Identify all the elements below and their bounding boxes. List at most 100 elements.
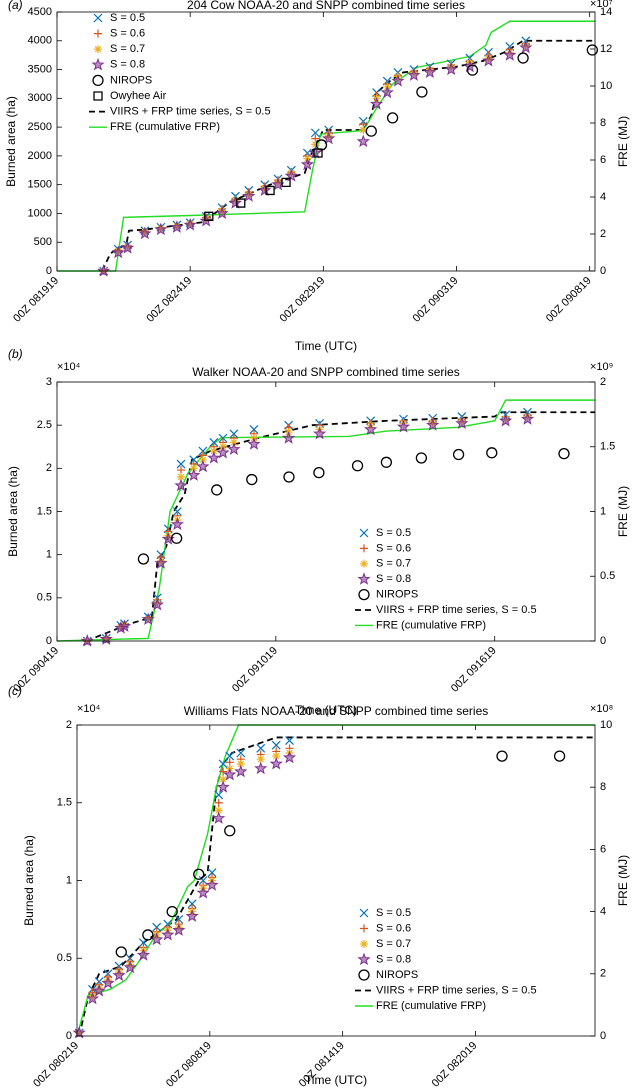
y2-tick-label: 2: [600, 376, 606, 388]
data-point: [256, 743, 266, 753]
x-tick-label: 00Z 080819: [164, 1040, 214, 1090]
data-point: [365, 125, 377, 137]
data-point: [150, 597, 164, 611]
y-tick-label: 0: [46, 265, 52, 277]
legend-swatch: [359, 908, 369, 918]
y2-tick-label: 6: [600, 154, 606, 166]
data-point: [300, 157, 314, 171]
data-point: [196, 886, 210, 899]
axes-box: [76, 724, 596, 1037]
y-tick-label: 1: [46, 549, 52, 561]
legend-swatch: [360, 940, 368, 948]
data-point: [214, 798, 223, 807]
data-point: [364, 422, 378, 436]
data-point: [249, 425, 259, 434]
data-point: [207, 868, 217, 878]
data-point: [218, 759, 228, 769]
y-axis-label: Burned area (ha): [6, 466, 20, 557]
data-point: [254, 761, 268, 775]
y-tick-label: 2.5: [37, 419, 52, 431]
data-point: [416, 86, 428, 98]
data-point: [123, 960, 137, 974]
data-point: [187, 899, 197, 909]
y-tick-label: 0: [66, 1030, 72, 1042]
legend-label: FRE (cumulative FRP): [376, 619, 486, 631]
y2-tick-label: 1: [600, 505, 606, 517]
legend-swatch: [93, 13, 103, 23]
y2-tick-label: 12: [600, 43, 612, 55]
data-point: [218, 433, 228, 443]
data-point: [174, 478, 188, 492]
data-point: [269, 756, 283, 770]
data-point: [120, 241, 135, 254]
data-point: [423, 65, 437, 79]
data-point: [150, 932, 164, 946]
data-point: [246, 473, 258, 486]
data-point: [520, 412, 535, 425]
data-point: [407, 68, 421, 81]
data-point: [99, 632, 113, 645]
data-point: [223, 767, 237, 781]
chart-title: 204 Cow NOAA-20 and SNPP combined time s…: [187, 0, 465, 12]
legend-swatch: [360, 924, 368, 933]
data-point: [311, 140, 320, 149]
legend-swatch: [91, 57, 105, 71]
x-axis-label: Time (UTC): [295, 339, 357, 353]
data-point: [214, 790, 224, 800]
data-point: [225, 751, 235, 761]
data-point: [198, 446, 208, 456]
y-tick-label: 1500: [28, 179, 52, 191]
data-point: [216, 780, 230, 793]
data-point: [234, 764, 248, 778]
data-point: [396, 419, 411, 433]
y2-tick-label: 4: [600, 191, 606, 203]
y-tick-label: 500: [34, 236, 52, 248]
data-point: [170, 220, 184, 233]
legend-label: S = 0.8: [376, 573, 411, 585]
panel-label: (b): [8, 347, 23, 361]
legend-label: NIROPS: [376, 589, 418, 601]
y-tick-label: 0.5: [57, 952, 72, 964]
y2-tick-label: 0: [600, 1030, 606, 1042]
fre-line: [77, 724, 595, 1037]
data-point: [172, 923, 186, 936]
data-point: [282, 750, 297, 764]
y-exponent: ×10⁴: [57, 361, 81, 373]
data-point: [370, 97, 384, 110]
legend-swatch: [358, 969, 370, 981]
data-point: [285, 736, 294, 745]
x-tick-label: 00Z 082019: [430, 1040, 480, 1090]
data-point: [204, 211, 214, 221]
y2-tick-label: 0: [600, 265, 606, 277]
data-point: [196, 459, 210, 473]
y2-exponent: ×10⁷: [590, 0, 613, 10]
data-point: [170, 517, 184, 531]
data-point: [236, 759, 245, 768]
data-point: [227, 442, 241, 455]
data-point: [137, 553, 150, 565]
data-point: [519, 40, 533, 54]
y-exponent: ×10⁴: [77, 703, 101, 715]
data-point: [242, 189, 256, 202]
data-point: [415, 452, 428, 464]
data-point: [380, 85, 394, 99]
data-point: [281, 177, 291, 188]
legend-swatch: [358, 589, 370, 601]
legend-label: S = 0.6: [110, 28, 145, 40]
y-axis-label: Burned area (ha): [22, 835, 36, 926]
data-point: [499, 413, 513, 427]
chart-title: Walker NOAA-20 and SNPP combined time se…: [192, 365, 459, 379]
data-point: [359, 125, 368, 134]
data-point: [224, 825, 236, 837]
y-tick-label: 0.5: [37, 592, 52, 604]
data-point: [177, 466, 186, 475]
data-point: [558, 448, 570, 460]
data-point: [154, 556, 168, 569]
data-point: [553, 750, 566, 762]
data-point: [214, 806, 223, 815]
data-point: [101, 976, 115, 989]
y2-axis-label: FRE (MJ): [616, 116, 630, 167]
data-point: [211, 484, 223, 496]
data-point: [466, 64, 479, 76]
